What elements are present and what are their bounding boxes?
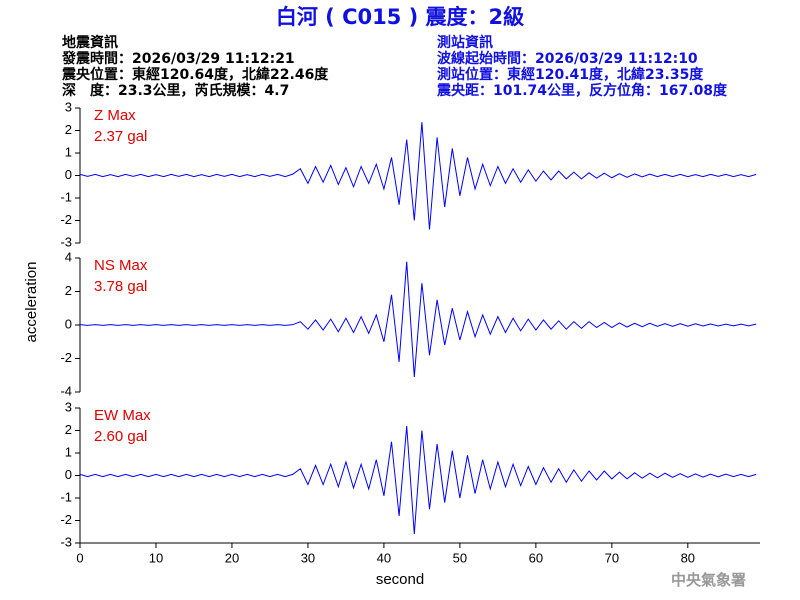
y-tick-label: -2 <box>60 512 72 527</box>
footer: 中央氣象署 <box>671 571 746 589</box>
x-tick-label: 60 <box>529 550 543 565</box>
x-tick-label: 20 <box>225 550 239 565</box>
y-tick-label: -4 <box>60 383 72 398</box>
max-value: 3.78 gal <box>94 278 147 295</box>
info-line: 震央距：101.74公里，反方位角：167.08度 <box>436 82 728 99</box>
y-tick-label: -2 <box>60 350 72 365</box>
station-info: 測站資訊 波線起始時間：2026/03/29 11:12:10 測站位置：東經1… <box>436 34 728 99</box>
info-line: 地震資訊 <box>62 34 118 51</box>
x-tick-label: 0 <box>76 550 83 565</box>
trace-name: NS Max <box>94 257 148 274</box>
y-tick-label: 0 <box>65 316 72 331</box>
y-tick-label: 1 <box>65 144 72 159</box>
y-tick-label: 2 <box>65 283 72 298</box>
info-line: 發震時間：2026/03/29 11:12:21 <box>61 50 295 67</box>
info-line: 波線起始時間：2026/03/29 11:12:10 <box>437 50 698 67</box>
info-line: 震央位置：東經120.64度，北緯22.46度 <box>61 66 329 83</box>
x-tick-label: 70 <box>605 550 619 565</box>
y-tick-label: 4 <box>65 249 72 264</box>
max-value: 2.37 gal <box>94 128 147 145</box>
y-tick-label: 0 <box>65 467 72 482</box>
info-line: 測站位置：東經120.41度，北緯23.35度 <box>437 66 704 83</box>
x-axis-label: second <box>376 571 424 588</box>
info-line: 深 度：23.3公里，芮氏規模：4.7 <box>62 82 289 99</box>
waveform <box>79 122 757 230</box>
x-tick-label: 80 <box>681 550 695 565</box>
y-tick-label: -1 <box>60 489 72 504</box>
y-tick-label: 1 <box>65 444 72 459</box>
x-tick-label: 30 <box>301 550 315 565</box>
info-line: 測站資訊 <box>437 34 493 51</box>
title: 白河 ( C015 ) 震度：2級 <box>276 5 524 29</box>
trace-name: EW Max <box>94 407 151 424</box>
y-tick-label: 2 <box>65 122 72 137</box>
y-tick-label: -1 <box>60 189 72 204</box>
y-tick-label: -3 <box>60 234 72 249</box>
x-tick-label: 40 <box>377 550 391 565</box>
x-tick-label: 10 <box>149 550 163 565</box>
waveform <box>79 261 757 377</box>
x-tick-label: 50 <box>453 550 467 565</box>
y-axis-label: acceleration <box>23 262 40 343</box>
waveform <box>79 425 757 535</box>
y-tick-label: 0 <box>65 167 72 182</box>
event-info: 地震資訊 發震時間：2026/03/29 11:12:21 震央位置：東經120… <box>61 34 329 99</box>
trace-name: Z Max <box>94 107 136 124</box>
y-tick-label: -2 <box>60 212 72 227</box>
max-value: 2.60 gal <box>94 428 147 445</box>
y-tick-label: 3 <box>65 99 72 114</box>
y-tick-label: 3 <box>65 399 72 414</box>
y-tick-label: 2 <box>65 422 72 437</box>
y-tick-label: -3 <box>60 534 72 549</box>
